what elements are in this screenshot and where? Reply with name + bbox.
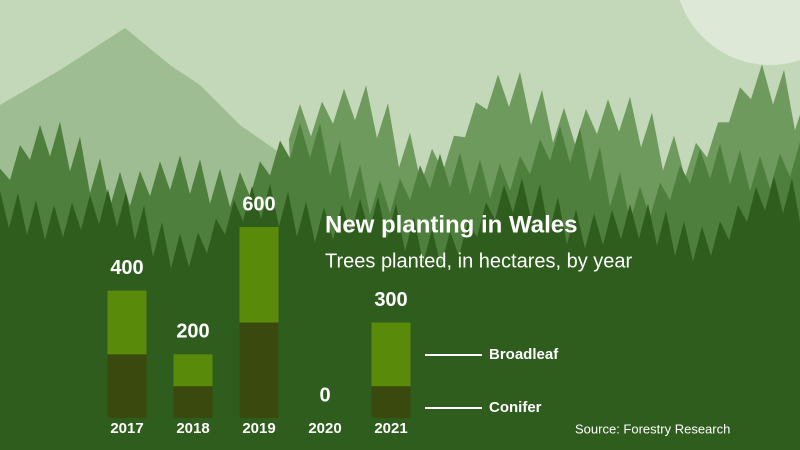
bar-segment	[173, 354, 213, 387]
x-tick-label: 2017	[110, 420, 143, 437]
total-label: 400	[110, 257, 143, 279]
bar-segment	[107, 354, 147, 418]
total-label: 300	[374, 289, 407, 311]
bar-segment	[107, 290, 147, 355]
legend-label: Broadleaf	[489, 346, 559, 363]
total-label: 0	[319, 384, 330, 406]
chart-title: New planting in Wales	[325, 211, 577, 238]
x-tick-label: 2019	[242, 420, 275, 437]
bar-segment	[239, 322, 279, 418]
source: Source: Forestry Research	[575, 421, 730, 436]
chart-subtitle: Trees planted, in hectares, by year	[325, 250, 633, 272]
total-label: 600	[242, 193, 275, 215]
bar-segment	[173, 386, 213, 418]
total-label: 200	[176, 321, 209, 343]
bar-segment	[371, 322, 411, 387]
moon	[679, 0, 800, 65]
bar-segment	[239, 227, 279, 323]
legend-label: Conifer	[489, 399, 542, 416]
x-tick-label: 2018	[176, 420, 209, 437]
x-tick-label: 2021	[374, 420, 407, 437]
bars: 400 2017 200 2018 600 2019 0 2020 300 2021 Conifer…	[107, 193, 559, 437]
x-tick-label: 2020	[308, 420, 341, 437]
bar-segment	[371, 386, 411, 418]
